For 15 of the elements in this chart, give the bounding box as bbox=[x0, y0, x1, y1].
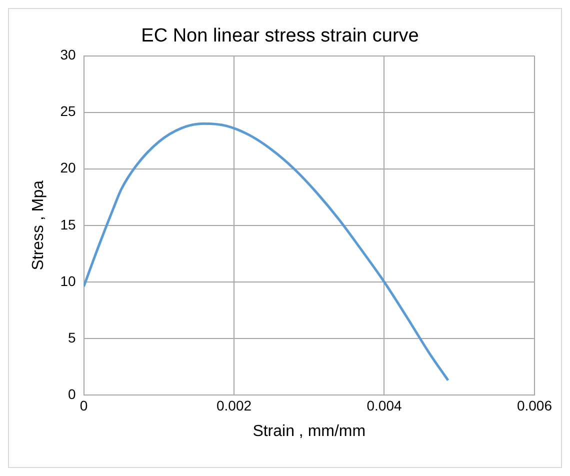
x-tick-label: 0.004 bbox=[366, 397, 402, 414]
y-tick-label: 15 bbox=[60, 216, 76, 232]
y-tick-label: 10 bbox=[60, 272, 76, 289]
y-tick-label: 30 bbox=[60, 46, 76, 63]
x-tick-label: 0.002 bbox=[216, 397, 252, 414]
x-axis-title: Strain , mm/mm bbox=[252, 422, 366, 440]
y-tick-label: 5 bbox=[68, 329, 76, 346]
y-axis-title: Stress , Mpa bbox=[30, 180, 48, 270]
x-tick-label: 0.006 bbox=[516, 397, 552, 414]
x-tick-label: 0 bbox=[80, 397, 88, 414]
y-tick-label: 20 bbox=[60, 160, 76, 176]
y-tick-label: 25 bbox=[60, 103, 76, 120]
line-series bbox=[84, 122, 450, 382]
y-tick-label: 0 bbox=[68, 386, 76, 402]
chart-title: EC Non linear stress strain curve bbox=[141, 26, 419, 47]
